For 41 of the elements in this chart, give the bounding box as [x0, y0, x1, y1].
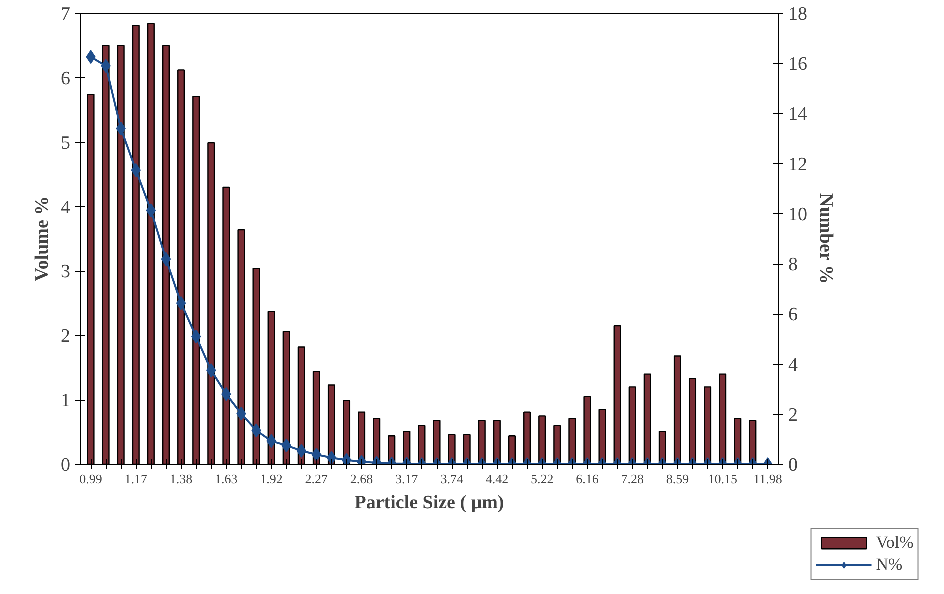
point: [146, 204, 156, 218]
y-tick-label: 2: [61, 326, 70, 348]
x-tick-label: 11.98: [754, 472, 782, 486]
y-tick-label: 7: [61, 4, 70, 25]
y2-axis-title: Number %: [816, 193, 836, 284]
x-tick-label: 10.15: [708, 472, 738, 486]
x-tick-label: 2.27: [305, 472, 329, 486]
x-tick-label: 7.28: [621, 472, 644, 486]
y-tick-label: 4: [61, 197, 71, 218]
x-tick-label: 1.63: [215, 472, 238, 486]
x-axis-title: Particle Size ( μm): [354, 492, 504, 514]
y2-tick-label: 0: [788, 455, 798, 476]
x-tick-label: 2.68: [350, 472, 374, 486]
legend-label: N%: [876, 555, 903, 575]
x-tick-label: 1.17: [124, 472, 148, 486]
point: [161, 252, 172, 266]
y2-tick-label: 6: [788, 304, 798, 326]
y2-tick-label: 16: [788, 54, 808, 76]
x-tick-label: 4.42: [486, 472, 509, 486]
y2-tick-label: 2: [788, 404, 798, 426]
y2-tick-label: 8: [788, 254, 798, 276]
x-tick-label: 5.22: [530, 472, 554, 486]
legend-label: Vol%: [876, 533, 914, 553]
y-axis-title: Volume %: [32, 196, 53, 282]
y2-tick-label: 18: [788, 4, 808, 25]
y-tick-label: 0: [61, 455, 70, 476]
y-tick-label: 5: [61, 132, 70, 154]
y2-tick-label: 4: [788, 354, 798, 376]
x-tick-label: 1.92: [260, 472, 283, 486]
y2-tick-label: 10: [788, 204, 808, 226]
y-tick-label: 6: [61, 68, 70, 90]
y2-tick-label: 14: [788, 104, 808, 126]
y-tick-label: 3: [61, 262, 70, 283]
x-tick-label: 8.59: [666, 472, 690, 486]
y2-tick-label: 12: [788, 154, 808, 176]
y-tick-label: 1: [61, 390, 70, 412]
x-tick-label: 3.17: [396, 472, 419, 486]
x-tick-label: 1.38: [170, 472, 193, 486]
x-tick-label: 3.74: [440, 472, 464, 486]
x-tick-label: 6.16: [576, 472, 600, 486]
x-tick-label: 0.99: [80, 472, 102, 486]
